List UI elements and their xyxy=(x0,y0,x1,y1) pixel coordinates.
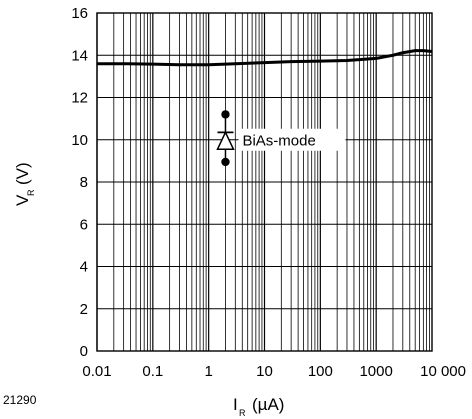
y-tick-label: 4 xyxy=(80,259,88,276)
y-tick-label: 14 xyxy=(71,47,88,64)
axis-ticks: 0 2 4 6 8 10 12 14 16 0.01 0.1 1 10 100 1000 10 000 xyxy=(71,5,466,380)
diode-triangle xyxy=(216,130,235,151)
x-axis-label-unit: (µA) xyxy=(252,395,284,414)
y-tick-label: 8 xyxy=(80,174,88,191)
plot-frame xyxy=(96,12,433,352)
x-tick-label: 10 xyxy=(256,363,273,380)
y-tick-label: 0 xyxy=(80,343,88,360)
x-tick-label: 10 000 xyxy=(420,363,466,380)
y-axis-label-unit: (V) xyxy=(13,162,32,185)
x-tick-label: 1000 xyxy=(359,363,392,380)
x-axis-label-main: I xyxy=(233,395,238,414)
x-tick-label: 100 xyxy=(308,363,333,380)
y-tick-label: 6 xyxy=(80,216,88,233)
x-tick-label: 0.1 xyxy=(142,363,163,380)
x-axis-label-sub: R xyxy=(239,408,246,418)
y-axis-label-main: V xyxy=(13,194,32,206)
y-axis-label-sub: R xyxy=(26,189,36,196)
x-tick-label: 1 xyxy=(204,363,212,380)
series xyxy=(97,49,433,67)
annotation-label-background xyxy=(238,128,346,151)
y-tick-label: 16 xyxy=(71,5,88,22)
annotation-label: BiAs-mode xyxy=(242,132,315,149)
figure-id: 21290 xyxy=(3,393,37,407)
grid xyxy=(96,12,432,352)
y-tick-label: 10 xyxy=(71,132,88,149)
bias-mode-annotation: BiAs-mode xyxy=(216,110,346,167)
x-tick-label: 0.01 xyxy=(82,363,111,380)
y-tick-label: 12 xyxy=(71,90,88,107)
y-axis-label: V R (V) xyxy=(13,162,36,206)
series-line xyxy=(97,49,433,67)
x-axis-label: I R (µA) xyxy=(233,395,284,418)
y-tick-label: 2 xyxy=(80,301,88,318)
diode-icon xyxy=(216,110,235,167)
